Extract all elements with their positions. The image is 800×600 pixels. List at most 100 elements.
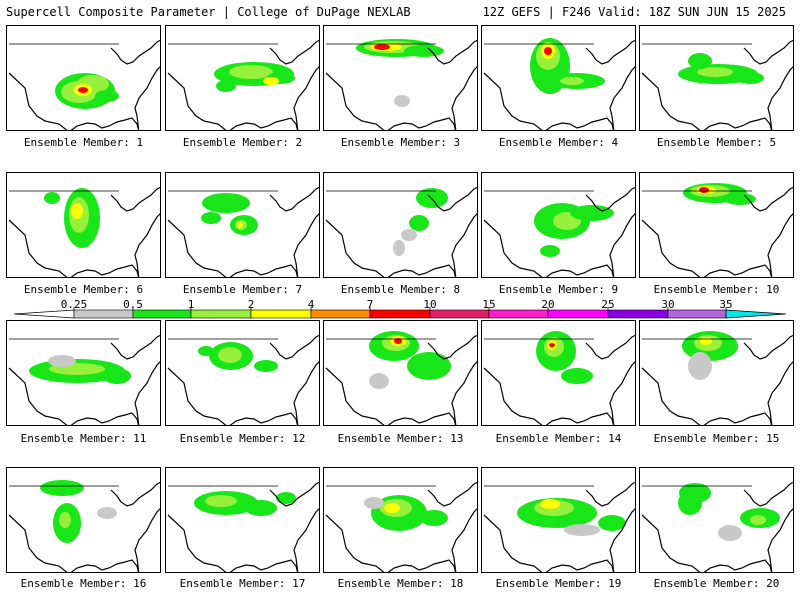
scp-contour-area [404,45,444,57]
scp-contour-area [229,65,273,79]
scp-contour-area [598,515,626,531]
scp-contour-area [103,368,131,384]
member-field-plot [483,331,635,425]
colorbar-tick-label: 10 [423,298,437,311]
great-lakes-outline [585,334,635,360]
coastline [641,66,793,130]
colorbar-tick-label: 15 [482,298,496,311]
scp-contour-area [393,240,405,256]
great-lakes-outline [743,334,793,360]
coastline [325,66,477,130]
ensemble-member-label: Ensemble Member: 13 [337,432,464,445]
coastline [641,361,793,425]
member-field-plot [641,183,793,277]
valid-time: 12Z GEFS | F246 Valid: 18Z SUN JUN 15 20… [482,5,786,19]
scp-contour-area [44,192,60,204]
ensemble-member-label: Ensemble Member: 1 [23,136,144,149]
ensemble-member-label: Ensemble Member: 18 [337,577,464,590]
colorbar-segment [488,309,549,319]
scp-contour-area [40,480,84,496]
scp-contour-area [276,492,296,504]
colorbar-tick-label: 25 [601,298,615,311]
member-field-plot [641,481,793,572]
scp-contour-area [560,77,584,85]
scp-contour-area [688,352,712,380]
colorbar-tick-label: 0.25 [60,298,88,311]
great-lakes-outline [585,39,635,65]
member-field-plot [167,39,319,130]
ensemble-member-map [481,320,636,426]
colorbar-segment [250,309,312,319]
coastline [167,213,319,277]
member-field-plot [8,39,160,130]
coastline [167,66,319,130]
ensemble-member-label: Ensemble Member: 10 [653,283,780,296]
scp-contour-area [416,188,448,208]
coastline [167,361,319,425]
colorbar-tick-label: 35 [719,298,733,311]
coastline [483,508,635,572]
great-lakes-outline [585,186,635,212]
ensemble-member-label: Ensemble Member: 11 [20,432,147,445]
scp-contour-area [549,343,555,347]
scp-contour-area [394,95,410,107]
great-lakes-outline [269,334,319,360]
colorbar-segment [547,309,609,319]
coastline [483,66,635,130]
coastline [641,508,793,572]
scp-contour-area [570,205,614,221]
colorbar-segment [607,309,669,319]
ensemble-member-map [323,467,478,573]
coastline [641,213,793,277]
scp-contour-area [409,215,429,231]
coastline [8,508,160,572]
scp-contour-area [540,499,560,509]
colorbar-tick-label: 7 [366,298,374,311]
ensemble-member-map [6,25,161,131]
ensemble-member-map [639,25,794,131]
ensemble-member-label: Ensemble Member: 16 [20,577,147,590]
great-lakes-outline [269,186,319,212]
ensemble-member-map [481,25,636,131]
ensemble-member-map [165,172,320,278]
member-field-plot [483,38,635,130]
scp-contour-area [750,515,766,525]
great-lakes-outline [427,481,477,507]
scp-contour-area [97,507,117,519]
member-field-plot [325,186,477,277]
colorbar-segment [429,309,490,319]
member-field-plot [167,334,319,425]
colorbar-tick-label: 20 [541,298,555,311]
member-field-plot [167,186,319,277]
scp-contour-area [718,525,742,541]
ensemble-member-map [165,320,320,426]
colorbar-tick-label: 2 [247,298,255,311]
great-lakes-outline [743,481,793,507]
great-lakes-outline [110,186,160,212]
scp-contour-area [205,495,237,507]
scp-contour-area [736,72,764,84]
scp-contour-area [420,510,448,526]
scp-contour-area [202,193,250,213]
colorbar-lower-arrow [13,309,75,319]
scp-contour-area [198,346,214,356]
member-field-plot [325,331,477,425]
scp-contour-area [201,212,221,224]
ensemble-member-label: Ensemble Member: 8 [340,283,461,296]
scp-contour-area [369,373,389,389]
colorbar-segment [667,309,727,319]
ensemble-member-label: Ensemble Member: 7 [182,283,303,296]
coastline [325,361,477,425]
great-lakes-outline [110,39,160,65]
great-lakes-outline [110,334,160,360]
scp-contour-area [237,222,243,228]
scp-contour-area [394,338,402,344]
ensemble-member-map [639,172,794,278]
coastline [483,361,635,425]
ensemble-member-map [165,467,320,573]
ensemble-member-label: Ensemble Member: 12 [179,432,306,445]
scp-contour-area [688,53,712,69]
ensemble-member-label: Ensemble Member: 17 [179,577,306,590]
ensemble-member-label: Ensemble Member: 4 [498,136,619,149]
scp-contour-area [407,352,451,380]
